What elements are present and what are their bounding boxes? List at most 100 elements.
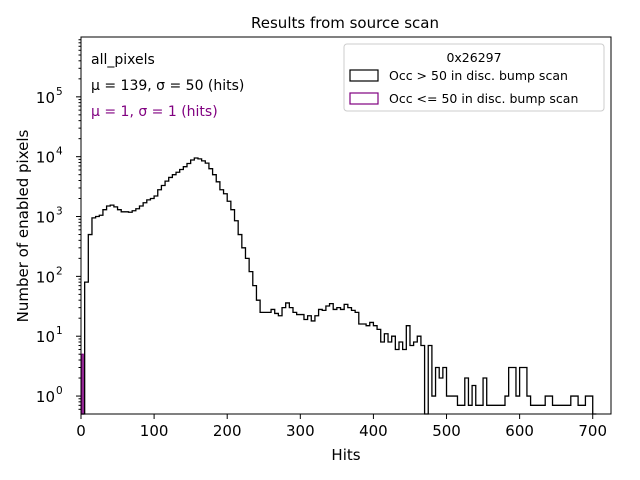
hist-bin-high-41 — [231, 210, 235, 414]
annotation-stats-main: μ = 139, σ = 50 (hits) — [91, 78, 244, 94]
hist-bin-high-82 — [381, 342, 385, 414]
hist-bin-high-110 — [483, 378, 487, 414]
hist-bin-high-120 — [520, 368, 524, 415]
hist-bin-high-17 — [143, 203, 147, 414]
hist-bin-high-60 — [300, 315, 304, 414]
hist-bin-high-8 — [110, 205, 114, 414]
hist-bin-high-49 — [260, 312, 264, 414]
x-tick-label-400: 400 — [359, 422, 388, 440]
hist-bin-high-30 — [191, 160, 195, 414]
hist-bin-high-95 — [428, 345, 432, 414]
x-tick-label-100: 100 — [140, 422, 169, 440]
hist-bin-high-37 — [216, 182, 220, 414]
hist-bin-high-20 — [154, 196, 158, 414]
hist-bin-high-101 — [450, 396, 454, 414]
hist-bin-high-59 — [297, 315, 301, 414]
hist-bin-high-56 — [286, 303, 290, 414]
stats-annotations: all_pixels μ = 139, σ = 50 (hits) μ = 1,… — [91, 52, 244, 120]
hist-bin-high-47 — [253, 286, 257, 414]
hist-bin-high-96 — [432, 396, 436, 414]
hist-bin-high-127 — [545, 396, 549, 414]
hist-bin-high-104 — [461, 405, 465, 414]
hist-bin-high-72 — [344, 304, 348, 414]
hist-bin-high-122 — [527, 396, 531, 414]
hist-bin-high-9 — [114, 207, 118, 414]
hist-bin-high-137 — [582, 405, 586, 414]
hist-bin-high-134 — [571, 396, 575, 414]
hist-bin-high-124 — [534, 405, 538, 414]
hist-bin-high-62 — [308, 316, 312, 414]
hist-bin-high-3 — [92, 218, 96, 414]
hist-bin-high-21 — [158, 190, 162, 414]
series-outline-high — [81, 157, 597, 415]
hist-bin-high-45 — [245, 258, 249, 414]
hist-bin-high-10 — [118, 210, 122, 414]
hist-bin-high-105 — [465, 378, 469, 414]
histogram-bars — [81, 157, 597, 415]
hist-bin-high-106 — [468, 405, 472, 414]
hist-bin-high-39 — [224, 194, 228, 414]
hist-bin-high-92 — [417, 336, 421, 414]
x-axis-ticks: 0 100 200 300 400 500 600 700 — [76, 414, 607, 440]
hist-bin-high-53 — [275, 313, 279, 414]
hist-bin-high-85 — [392, 336, 396, 414]
hist-bin-high-58 — [293, 312, 297, 414]
hist-bin-high-36 — [213, 175, 217, 414]
hist-bin-high-7 — [107, 206, 111, 414]
y-tick-label-5: 10 — [36, 89, 55, 107]
hist-bin-high-70 — [337, 308, 341, 414]
hist-bin-high-97 — [436, 368, 440, 415]
hist-bin-high-76 — [359, 324, 363, 414]
legend: 0x26297 Occ > 50 in disc. bump scan Occ … — [343, 43, 605, 112]
y-tick-exponent-4: 4 — [56, 146, 63, 158]
y-tick-exponent-0: 0 — [56, 385, 63, 397]
hist-bin-high-100 — [447, 396, 451, 414]
hist-bin-high-75 — [355, 312, 359, 414]
hist-bin-high-31 — [194, 158, 198, 414]
hist-bin-high-67 — [326, 306, 330, 414]
hist-bin-high-15 — [136, 209, 140, 414]
y-tick-label-0: 10 — [36, 388, 55, 406]
hist-bin-high-90 — [410, 345, 414, 414]
hist-bin-high-22 — [161, 186, 165, 415]
hist-bin-high-128 — [549, 396, 553, 414]
hist-bin-high-14 — [132, 211, 136, 414]
hist-bin-high-28 — [183, 167, 187, 414]
hist-bin-high-117 — [509, 368, 513, 415]
y-tick-label-2: 10 — [36, 268, 55, 286]
hist-bin-high-112 — [490, 405, 494, 414]
hist-bin-high-44 — [242, 248, 246, 414]
hist-bin-high-138 — [585, 396, 589, 414]
hist-bin-high-116 — [505, 396, 509, 414]
hist-bin-high-69 — [333, 309, 337, 414]
hist-bin-high-25 — [172, 175, 176, 414]
hist-bin-high-93 — [421, 345, 425, 414]
hist-bin-high-102 — [454, 396, 458, 414]
hist-bin-high-107 — [472, 386, 476, 414]
hist-bin-high-133 — [567, 405, 571, 414]
hist-bin-high-33 — [202, 161, 206, 414]
hist-bin-high-109 — [479, 405, 483, 414]
hist-bin-high-132 — [563, 405, 567, 414]
x-tick-label-300: 300 — [286, 422, 315, 440]
x-tick-label-200: 200 — [213, 422, 242, 440]
hist-bin-high-27 — [180, 170, 184, 414]
x-tick-label-700: 700 — [578, 422, 607, 440]
hist-bin-high-129 — [553, 405, 557, 414]
hist-bin-high-83 — [384, 334, 388, 414]
hist-bin-low-1 — [82, 354, 83, 414]
legend-title: 0x26297 — [446, 50, 501, 65]
hist-bin-high-118 — [512, 368, 516, 415]
hist-bin-high-16 — [139, 206, 143, 414]
hist-bin-high-19 — [150, 199, 154, 414]
hist-bin-high-98 — [439, 378, 443, 414]
hist-bin-high-40 — [227, 201, 231, 414]
hist-bin-high-11 — [121, 212, 125, 414]
hist-bin-high-50 — [264, 312, 268, 414]
hist-bin-high-86 — [395, 349, 399, 414]
hist-bin-high-73 — [348, 308, 352, 414]
hist-bin-high-13 — [129, 212, 133, 414]
hist-bin-high-34 — [205, 163, 209, 414]
hist-bin-high-26 — [176, 172, 180, 414]
hist-bin-high-123 — [531, 405, 535, 414]
